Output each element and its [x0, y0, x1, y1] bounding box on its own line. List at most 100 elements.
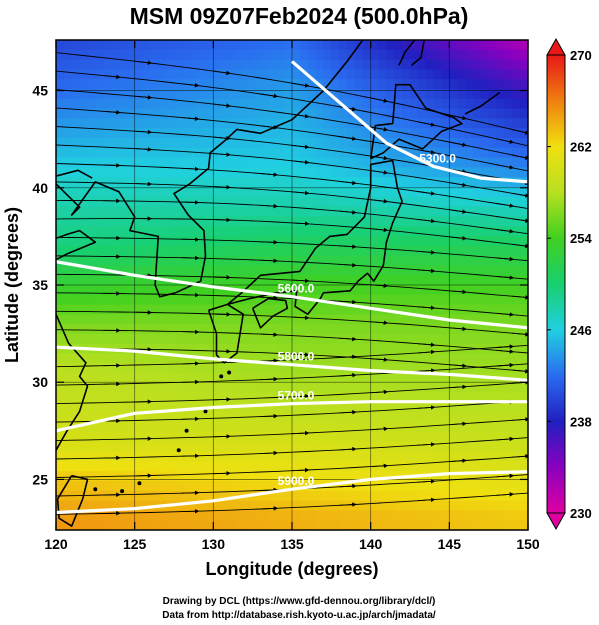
heat-cell — [150, 363, 159, 374]
heat-cell — [354, 451, 364, 462]
heat-cell — [260, 402, 269, 413]
heat-cell — [472, 500, 482, 511]
heat-cell — [181, 422, 191, 433]
heat-cell — [323, 432, 332, 443]
heat-cell — [71, 128, 81, 139]
heat-cell — [323, 275, 332, 286]
heat-cell — [410, 59, 419, 70]
heat-cell — [292, 441, 301, 453]
heat-cell — [126, 294, 136, 306]
heat-cell — [229, 422, 238, 433]
heat-cell — [307, 255, 317, 266]
heat-cell — [158, 265, 167, 276]
heat-cell — [63, 40, 73, 51]
heat-cell — [402, 294, 411, 306]
heat-cell — [331, 118, 340, 129]
heat-cell — [449, 255, 458, 266]
heat-cell — [465, 128, 474, 139]
heat-cell — [142, 510, 151, 521]
heat-cell — [410, 285, 419, 296]
heat-cell — [174, 40, 183, 51]
heat-cell — [236, 59, 246, 70]
heat-cell — [299, 392, 309, 404]
heat-cell — [504, 69, 513, 80]
heat-cell — [402, 441, 411, 453]
heat-cell — [260, 334, 269, 345]
wind-arrow — [213, 349, 231, 354]
heat-cell — [126, 510, 136, 521]
y-tick-label: 45 — [32, 83, 48, 99]
heat-cell — [134, 383, 144, 394]
heat-cell — [236, 363, 246, 374]
heat-cell — [331, 324, 340, 335]
heat-cell — [276, 40, 285, 51]
x-tick-label: 135 — [280, 536, 304, 552]
heat-cell — [276, 79, 285, 90]
heat-cell — [465, 79, 474, 90]
heat-cell — [480, 520, 490, 530]
heat-cell — [284, 471, 293, 482]
heat-cell — [268, 187, 277, 198]
heat-cell — [118, 167, 128, 178]
heat-cell — [236, 157, 246, 168]
heat-cell — [496, 441, 505, 453]
heat-cell — [95, 432, 104, 443]
heat-cell — [229, 138, 238, 149]
wind-arrow — [291, 430, 310, 436]
heat-cell — [292, 138, 301, 149]
heat-cell — [441, 520, 450, 530]
heat-cell — [236, 187, 246, 198]
coast-shikoku — [251, 297, 289, 329]
heat-cell — [111, 314, 120, 325]
heat-cell — [315, 275, 325, 286]
heat-cell — [181, 304, 191, 315]
heat-cell — [236, 304, 246, 315]
heat-cell — [354, 373, 364, 384]
heat-cell — [276, 334, 285, 345]
heat-cell — [488, 314, 498, 325]
heat-cell — [150, 343, 159, 355]
heat-cell — [465, 69, 474, 80]
heat-cell — [331, 412, 340, 423]
heat-cell — [512, 108, 521, 119]
heat-cell — [205, 500, 214, 511]
heat-cell — [386, 343, 395, 355]
heat-cell — [118, 245, 128, 257]
heat-cell — [134, 324, 144, 335]
heat-cell — [189, 490, 199, 502]
contour-label-5600.0: 5600.0 — [278, 282, 315, 296]
heat-cell — [457, 216, 466, 227]
heat-cell — [236, 69, 246, 80]
heat-cell — [457, 79, 466, 90]
heat-cell — [166, 490, 175, 502]
heat-cell — [181, 265, 191, 276]
heat-cell — [150, 118, 159, 129]
heat-cell — [174, 490, 183, 502]
heat-cell — [441, 255, 450, 266]
heat-cell — [394, 236, 403, 247]
heat-cell — [402, 167, 411, 178]
heat-cell — [229, 275, 238, 286]
heat-cell — [87, 275, 96, 286]
heat-cell — [472, 314, 482, 325]
heat-cell — [354, 412, 364, 423]
heat-cell — [56, 373, 65, 384]
contour-5300.0 — [290, 60, 528, 184]
heat-cell — [174, 294, 183, 306]
heat-cell — [158, 314, 167, 325]
heat-cell — [433, 89, 443, 100]
heat-cell — [268, 461, 277, 472]
heat-cell — [520, 236, 528, 247]
heat-cell — [323, 334, 332, 345]
heat-cell — [433, 412, 443, 423]
heat-cell — [417, 304, 427, 315]
heat-cell — [276, 314, 285, 325]
heat-cell — [63, 402, 73, 413]
heat-cell — [95, 461, 104, 472]
heat-cell — [417, 118, 427, 129]
heat-cell — [56, 353, 65, 364]
heat-cell — [244, 471, 254, 482]
heat-cell — [276, 432, 285, 443]
heat-cell — [520, 138, 528, 149]
heat-cell — [229, 265, 238, 276]
